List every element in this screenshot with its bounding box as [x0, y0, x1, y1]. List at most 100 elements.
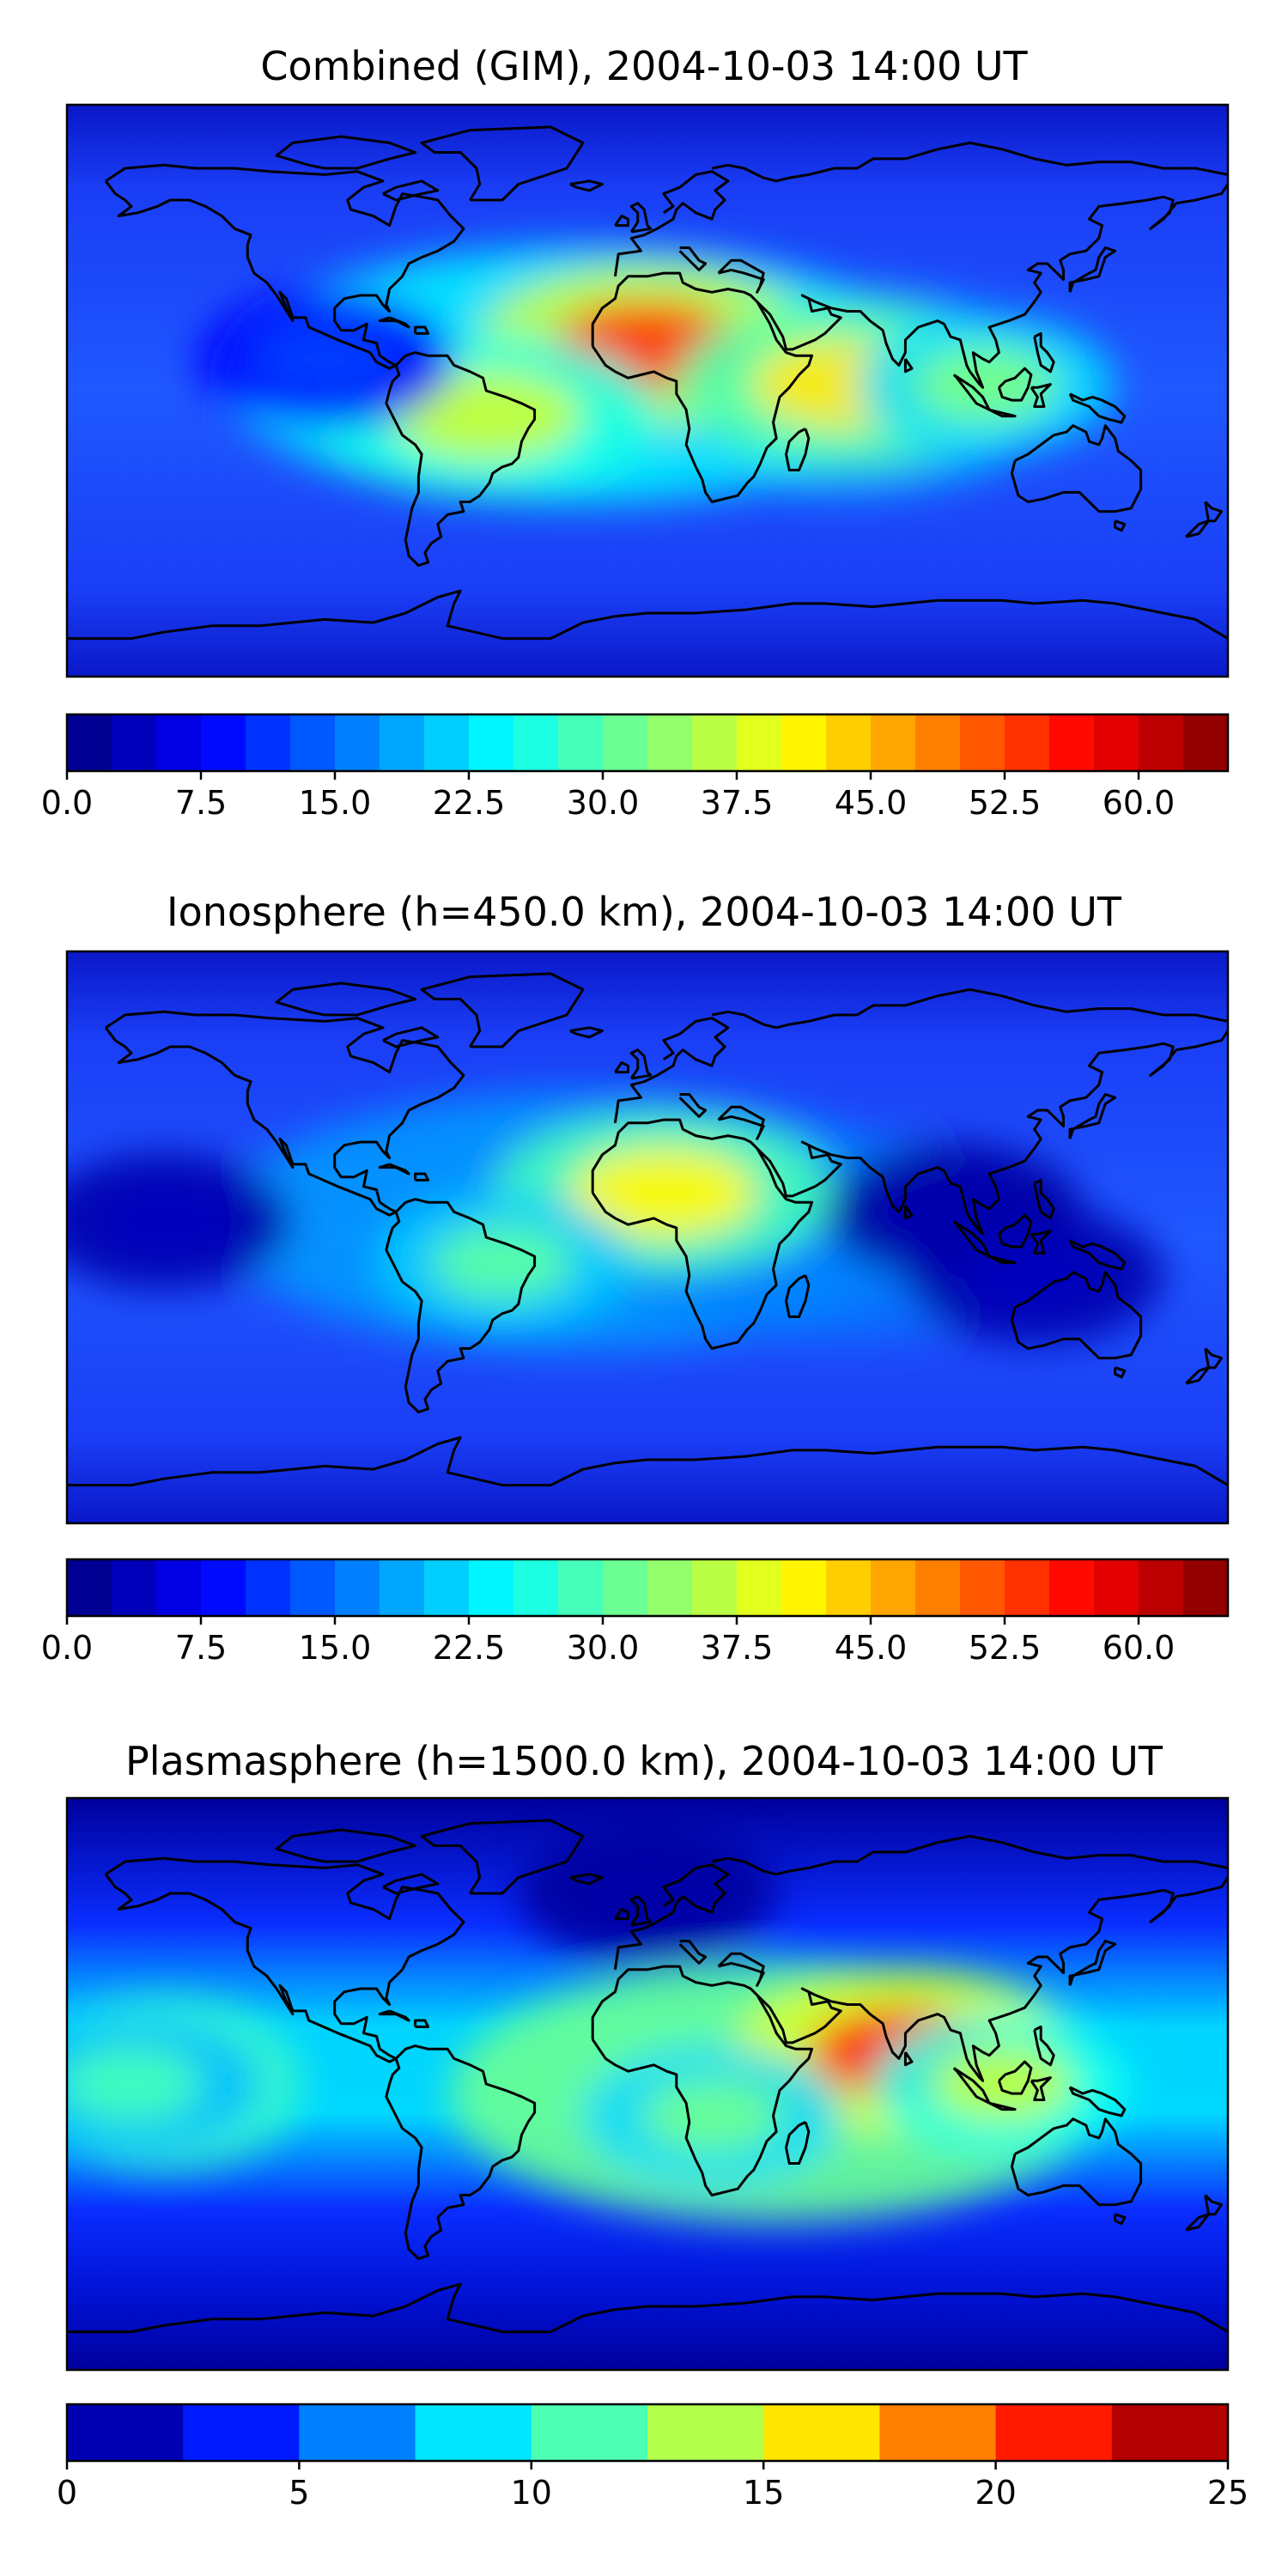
coastline-segment — [629, 1895, 653, 1927]
coastline-segment — [613, 1017, 730, 1124]
coastline-segment — [1010, 2117, 1143, 2207]
coastline-segment — [952, 2067, 991, 2105]
coastline-segment — [997, 1213, 1033, 1249]
colorbar-cell — [335, 1559, 380, 1616]
coastline-segment — [378, 2009, 410, 2022]
colorbar-cell — [380, 714, 425, 771]
colorbar-cell — [1094, 1559, 1139, 1616]
coastline-segment — [382, 179, 440, 202]
colorbar-cell — [246, 714, 291, 771]
coastline-segment — [378, 316, 410, 329]
colorbar-tick-label: 20 — [975, 2474, 1016, 2512]
coastline-segment — [1068, 1940, 1117, 1986]
colorbar-cell — [290, 714, 336, 771]
coastline-segment — [756, 1876, 1230, 2082]
colorbar-tick-label: 0 — [57, 2474, 77, 2512]
colorbar-cell — [67, 1559, 112, 1616]
colorbar-tick-label: 45.0 — [835, 784, 908, 822]
colorbar-tick-label: 52.5 — [969, 1629, 1042, 1667]
colorbar-tick-label: 15.0 — [299, 784, 372, 822]
colorbar-cell — [1049, 714, 1095, 771]
panel-1-title: Combined (GIM), 2004-10-03 14:00 UT — [260, 43, 1028, 89]
coastline-segment — [1033, 2025, 1055, 2067]
colorbar-tick-label: 25 — [1207, 2474, 1249, 2512]
colorbar-tick-label: 0.0 — [41, 1629, 93, 1667]
coastline-segment — [275, 1828, 417, 1863]
coastline-segment — [414, 1172, 430, 1182]
panel-plasmasphere: Plasmasphere (h=1500.0 km), 2004-10-03 1… — [57, 1738, 1249, 2512]
field-blob — [67, 2046, 203, 2122]
coastline-segment — [785, 428, 811, 471]
coastline-segment — [1068, 2086, 1127, 2117]
coastline-segment — [569, 179, 604, 192]
coastline-segment — [997, 2060, 1033, 2095]
coastline-segment — [785, 1274, 811, 1318]
coastline-segment — [756, 183, 1230, 389]
coastline-segment — [988, 1255, 1017, 1265]
coastline-segment — [952, 1220, 991, 1258]
colorbar-cell — [112, 1559, 157, 1616]
coastline-segment — [1204, 2194, 1223, 2216]
colorbar-cell — [246, 1559, 291, 1616]
coastline-segment — [591, 1118, 813, 1350]
map-frame-3 — [65, 1796, 1230, 2372]
coastline-segment — [717, 1105, 765, 1140]
coastline-segment — [756, 1030, 1230, 1236]
coastline-segment — [104, 1010, 465, 1217]
coastline-segment — [420, 1819, 585, 1895]
coastline-segment — [414, 325, 430, 335]
colorbar-cell — [335, 714, 380, 771]
coastline-segment — [275, 135, 417, 170]
coastline-segment — [711, 141, 1229, 183]
colorbar-cell — [960, 1559, 1005, 1616]
coastline-segment — [591, 271, 813, 503]
coastline-segment — [1010, 1271, 1143, 1360]
coastline-segment — [67, 589, 1229, 641]
coastline-segment — [1068, 1239, 1127, 1271]
coastline-segment — [569, 1026, 604, 1039]
colorbar-tick-label: 7.5 — [175, 784, 227, 822]
coastline-segment — [1033, 331, 1055, 374]
colorbar-cell — [826, 1559, 872, 1616]
coastline-segment — [420, 125, 585, 202]
colorbar-cell — [1111, 2404, 1229, 2461]
colorbar-cell — [531, 2404, 648, 2461]
coastline-segment — [678, 246, 708, 271]
coastline-segment — [1185, 1366, 1210, 1385]
field-blob — [568, 1147, 758, 1238]
colorbar-cell — [781, 1559, 827, 1616]
coastline-segment — [1010, 424, 1143, 513]
colorbar-cell — [960, 714, 1005, 771]
colorbar-cell — [1094, 714, 1139, 771]
field-blob — [253, 321, 396, 397]
coastlines-2 — [67, 972, 1230, 1487]
colorbar-tick-label: 52.5 — [969, 784, 1042, 822]
map-area-1 — [65, 103, 1230, 678]
panel-2-title: Ionosphere (h=450.0 km), 2004-10-03 14:0… — [167, 889, 1122, 935]
coastline-segment — [591, 1965, 813, 2196]
coastline-segment — [988, 408, 1017, 418]
coastline-segment — [613, 170, 730, 277]
colorbar-cell — [603, 714, 648, 771]
colorbar-cell — [290, 1559, 336, 1616]
colorbar-cell — [424, 714, 470, 771]
coastline-segment — [275, 981, 417, 1017]
colorbar-tick-label: 30.0 — [567, 784, 640, 822]
coastline-segment — [378, 1163, 410, 1176]
coastline-segment — [997, 367, 1033, 402]
coastline-segment — [385, 1198, 537, 1413]
colorbar-cell — [1005, 714, 1050, 771]
map-frame-1 — [65, 103, 1230, 678]
colorbar-cell — [380, 1559, 425, 1616]
colorbar-tick-label: 22.5 — [433, 784, 506, 822]
colorbar-cell — [469, 1559, 514, 1616]
colorbar-2: 0.0 7.5 15.0 22.5 30.0 37.5 45.0 52.5 60.0 — [41, 1558, 1230, 1667]
coastline-segment — [104, 163, 465, 370]
colorbar-cell — [112, 714, 157, 771]
map-area-3 — [65, 1796, 1230, 2372]
colorbar-cell — [647, 2404, 764, 2461]
colorbar-3: 0 5 10 15 20 25 — [57, 2403, 1249, 2512]
colorbar-cell — [469, 714, 514, 771]
colorbar-cell — [995, 2404, 1113, 2461]
colorbar-cell — [737, 714, 782, 771]
